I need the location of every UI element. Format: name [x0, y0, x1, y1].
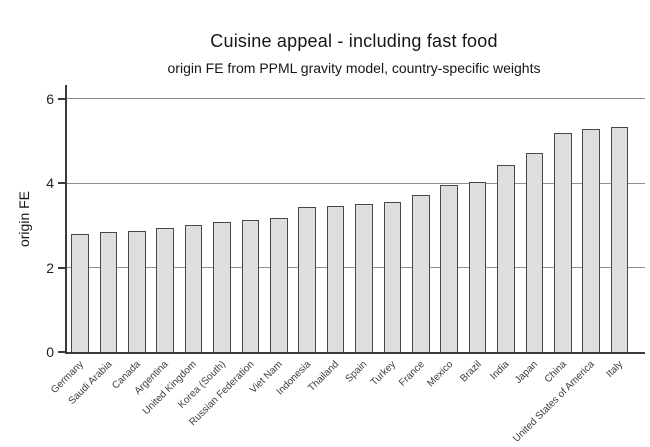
bar-italy: [610, 127, 629, 352]
chart-title: Cuisine appeal - including fast food: [210, 31, 498, 51]
y-tick-mark-2: [58, 266, 65, 269]
x-tick-label: Spain: [343, 359, 370, 385]
x-tick-label: Mexico: [424, 359, 455, 390]
bar-viet-nam: [270, 218, 288, 352]
bar-japan: [525, 152, 544, 352]
y-tick-label-6: 6: [46, 90, 54, 107]
gridline-6: [67, 98, 645, 100]
bar-thailand: [326, 206, 345, 352]
bar-germany: [71, 233, 89, 352]
x-tick-label: Brazil: [457, 359, 484, 385]
x-tick-label: China: [542, 359, 569, 386]
bar-saudi-arabia: [99, 231, 118, 352]
bar-china: [554, 133, 572, 352]
bar-turkey: [383, 202, 402, 352]
y-tick-label-4: 4: [46, 175, 54, 192]
bar-mexico: [440, 184, 458, 352]
bar-indonesia: [298, 206, 316, 352]
bar-spain: [355, 203, 373, 352]
y-axis-label: origin FE: [16, 190, 32, 248]
bar-india: [497, 164, 515, 352]
chart-subtitle: origin FE from PPML gravity model, count…: [167, 60, 541, 76]
x-tick-label: France: [396, 359, 427, 389]
bar-france: [412, 195, 430, 352]
bar-korea-south-: [213, 221, 231, 352]
gridline-4: [67, 182, 645, 184]
x-tick-label: Japan: [513, 359, 541, 387]
y-tick-mark-0: [58, 351, 65, 353]
bar-canada: [128, 231, 146, 352]
bar-brazil: [468, 182, 487, 352]
y-tick-mark-4: [58, 182, 65, 185]
x-tick-label: India: [488, 359, 512, 383]
y-tick-mark-6: [58, 97, 65, 100]
bar-russian-federation: [241, 220, 260, 352]
x-tick-label: Thailand: [306, 359, 342, 394]
y-tick-label-2: 2: [46, 259, 54, 276]
x-tick-label: Turkey: [369, 359, 399, 389]
y-tick-label-0: 0: [46, 344, 54, 360]
plot-area: 0 2 4 6 Germany Saudi Arabia Canada Argentina Un…: [46, 85, 645, 445]
bar-united-kingdom: [184, 225, 203, 352]
bar-united-states-of-america: [582, 129, 600, 352]
bar-argentina: [156, 228, 174, 352]
x-tick-label: Italy: [604, 359, 626, 380]
